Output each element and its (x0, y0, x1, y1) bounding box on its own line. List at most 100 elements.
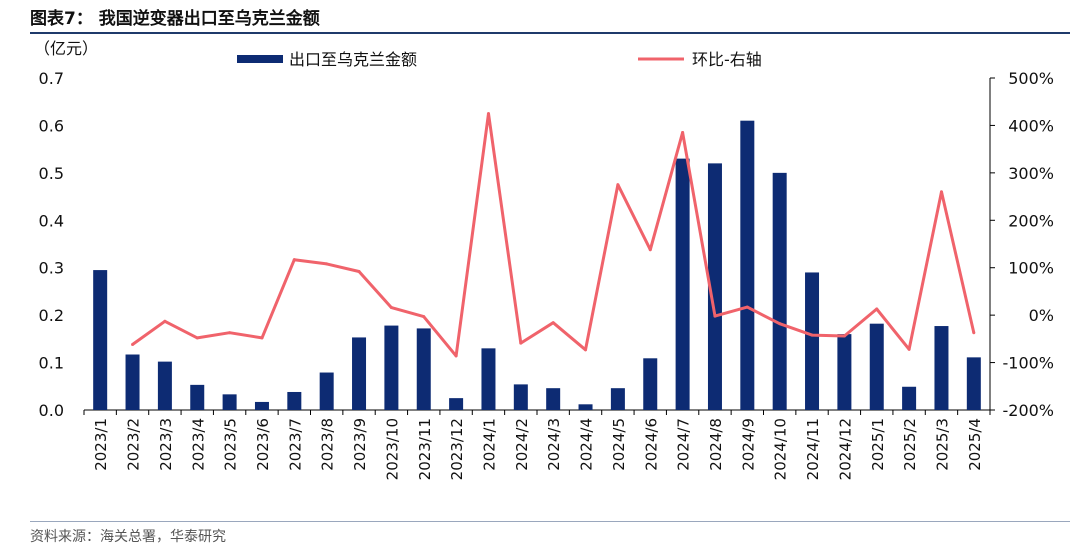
bar (772, 172, 787, 410)
chart: 0.0 0.1 0.2 0.3 0.4 0.5 0.6 0.7 （亿元） -200% -100% 0%… (34, 39, 1054, 480)
bar (481, 348, 496, 410)
x-tick-label: 2024/11 (804, 418, 822, 480)
bar (610, 388, 625, 410)
line-point (681, 131, 685, 135)
line-point (195, 336, 199, 340)
page-title: 图表7： 我国逆变器出口至乌克兰金额 (30, 9, 320, 29)
bar (93, 270, 108, 410)
legend-line-label: 环比-右轴 (692, 50, 762, 69)
bar (546, 388, 561, 410)
x-tick-label: 2023/1 (92, 418, 110, 471)
line-point (907, 347, 911, 351)
bar (740, 120, 755, 410)
right-tick-label: -100% (1002, 354, 1054, 373)
left-tick-label: 0.3 (39, 259, 64, 278)
right-tick-label: 500% (1008, 69, 1054, 88)
line-point (810, 333, 814, 337)
source-note: 资料来源：海关总署，华泰研究 (30, 529, 226, 545)
x-tick-label: 2023/6 (254, 418, 272, 471)
bar-series (93, 120, 981, 410)
bar (157, 361, 172, 410)
right-tick-label: 200% (1008, 211, 1054, 230)
x-tick-label: 2023/10 (383, 418, 401, 480)
bar (352, 337, 367, 410)
line-point (292, 258, 296, 262)
legend-bar-label: 出口至乌克兰金额 (289, 50, 417, 69)
bar (287, 391, 302, 410)
bar (190, 384, 205, 410)
line-point (842, 334, 846, 338)
x-tick-label: 2024/12 (836, 418, 854, 480)
line-point (648, 248, 652, 252)
x-tick-label: 2024/7 (675, 418, 693, 471)
x-tick-labels: 2023/1 2023/2 2023/3 2023/4 2023/5 2023/6 2023… (92, 418, 984, 480)
x-tick-label: 2024/2 (513, 418, 531, 471)
line-point (745, 305, 749, 309)
bar (384, 325, 399, 410)
line-point (551, 321, 555, 325)
line-point (228, 331, 232, 335)
left-tick-label: 0.6 (39, 116, 64, 135)
line-point (875, 307, 879, 311)
left-tick-label: 0.2 (39, 306, 64, 325)
bar (902, 386, 917, 410)
bar (319, 372, 334, 410)
bar (513, 384, 528, 410)
bar (675, 158, 690, 410)
x-tick-label: 2024/8 (707, 418, 725, 471)
legend-bar-swatch (237, 55, 283, 63)
line-point (260, 336, 264, 340)
bar (578, 404, 593, 410)
bar (837, 334, 852, 410)
x-tick-label: 2024/6 (642, 418, 660, 471)
bar (805, 272, 820, 410)
bar (449, 398, 464, 410)
left-tick-label: 0.4 (39, 211, 64, 230)
x-tick-label: 2025/4 (966, 418, 984, 471)
line-path (131, 112, 976, 358)
line-point (131, 343, 135, 347)
x-tick-label: 2023/7 (286, 418, 304, 471)
line-point (972, 331, 976, 335)
line-point (389, 306, 393, 310)
chart-axes: 0.0 0.1 0.2 0.3 0.4 0.5 0.6 0.7 （亿元） -200% -100% 0%… (34, 39, 1054, 420)
right-tick-label: 0% (1029, 306, 1054, 325)
x-tick-label: 2024/5 (610, 418, 628, 471)
x-tick-label: 2023/3 (157, 418, 175, 471)
x-tick-label: 2023/11 (416, 418, 434, 480)
line-point (357, 270, 361, 274)
line-point (325, 262, 329, 266)
bar (125, 354, 140, 410)
right-tick-label: 400% (1008, 116, 1054, 135)
left-tick-label: 0.7 (39, 69, 64, 88)
left-tick-label: 0.0 (39, 401, 64, 420)
line-point (616, 183, 620, 187)
left-tick-label: 0.5 (39, 164, 64, 183)
line-point (486, 112, 490, 116)
right-tick-label: 300% (1008, 164, 1054, 183)
line-series (131, 112, 976, 358)
x-tick-label: 2024/3 (545, 418, 563, 471)
x-tick-label: 2025/1 (869, 418, 887, 471)
line-point (939, 190, 943, 194)
line-point (584, 348, 588, 352)
footer-rule (30, 521, 1070, 522)
bar (869, 323, 884, 410)
right-tick-label: 100% (1008, 259, 1054, 278)
x-tick-label: 2023/2 (125, 418, 143, 471)
x-tick-label: 2025/3 (933, 418, 951, 471)
bar (416, 328, 431, 410)
bar (934, 326, 949, 410)
bar (966, 357, 981, 410)
line-point (713, 314, 717, 318)
line-point (454, 354, 458, 358)
x-tick-label: 2023/8 (319, 418, 337, 471)
x-tick-label: 2023/5 (222, 418, 240, 471)
right-tick-label: -200% (1002, 401, 1054, 420)
x-tick-label: 2024/4 (578, 418, 596, 471)
bar (254, 401, 269, 410)
x-tick-label: 2023/4 (189, 418, 207, 471)
x-tick-label: 2024/10 (772, 418, 790, 480)
x-tick-label: 2023/9 (351, 418, 369, 471)
x-tick-label: 2024/1 (480, 418, 498, 471)
